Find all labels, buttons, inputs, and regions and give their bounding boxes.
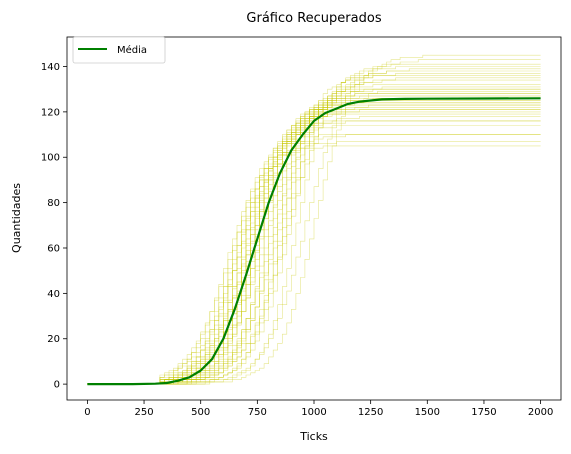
- x-tick-label: 1750: [471, 407, 496, 418]
- simulation-run-line: [87, 109, 541, 385]
- simulation-run-line: [87, 68, 541, 385]
- simulation-run-line: [87, 95, 541, 385]
- simulation-run-line: [87, 120, 541, 385]
- y-tick-label: 120: [41, 107, 60, 118]
- simulation-run-line: [87, 104, 541, 385]
- mean-series-line: [87, 97, 541, 386]
- simulation-run-line: [87, 79, 541, 385]
- simulation-run-line: [87, 134, 541, 385]
- x-tick-label: 750: [248, 407, 267, 418]
- simulation-run-line: [87, 73, 541, 385]
- simulation-run-line: [87, 141, 541, 385]
- x-tick-label: 0: [84, 407, 90, 418]
- chart-title: Gráfico Recuperados: [246, 11, 381, 26]
- simulation-run-line: [87, 100, 541, 385]
- legend-frame: [72, 36, 166, 64]
- simulation-run-line: [87, 70, 541, 385]
- y-axis-ticks: 0 20 40 60 80 100 120 140: [41, 62, 67, 391]
- simulation-run-line: [87, 75, 541, 385]
- simulation-run-line: [87, 77, 541, 385]
- x-axis-ticks: 0 250 500 750 1000 1250 1500 1750 2000: [84, 400, 553, 418]
- simulation-run-line: [87, 116, 541, 385]
- y-tick-label: 60: [47, 243, 60, 254]
- x-tick-label: 250: [134, 407, 153, 418]
- mean-series-layer: [87, 97, 541, 386]
- simulation-run-line: [87, 134, 541, 385]
- y-tick-label: 100: [41, 153, 60, 164]
- simulation-run-line: [87, 100, 541, 385]
- y-tick-label: 20: [47, 334, 60, 345]
- simulation-run-line: [87, 125, 541, 385]
- simulation-run-line: [87, 111, 541, 385]
- legend: Média: [72, 36, 166, 64]
- x-tick-label: 500: [191, 407, 210, 418]
- simulation-run-line: [87, 66, 541, 385]
- x-axis-label: Ticks: [299, 430, 328, 443]
- y-axis-label: Quantidades: [10, 183, 23, 253]
- simulation-run-line: [87, 145, 541, 385]
- simulation-run-line: [87, 88, 541, 385]
- x-tick-label: 1250: [358, 407, 383, 418]
- simulation-run-line: [87, 120, 541, 385]
- y-tick-label: 40: [47, 289, 60, 300]
- simulation-run-line: [87, 63, 541, 385]
- simulation-run-line: [87, 54, 541, 385]
- x-tick-label: 1000: [301, 407, 326, 418]
- simulation-run-line: [87, 109, 541, 385]
- y-tick-label: 140: [41, 62, 60, 73]
- simulation-run-line: [87, 84, 541, 385]
- y-tick-label: 80: [47, 198, 60, 209]
- simulation-run-line: [87, 59, 541, 385]
- simulation-run-line: [87, 88, 541, 385]
- x-tick-label: 2000: [528, 407, 553, 418]
- legend-label-media: Média: [117, 44, 147, 56]
- simulation-run-line: [87, 107, 541, 385]
- x-tick-label: 1500: [415, 407, 440, 418]
- y-tick-label: 0: [54, 380, 60, 391]
- simulation-run-line: [87, 93, 541, 385]
